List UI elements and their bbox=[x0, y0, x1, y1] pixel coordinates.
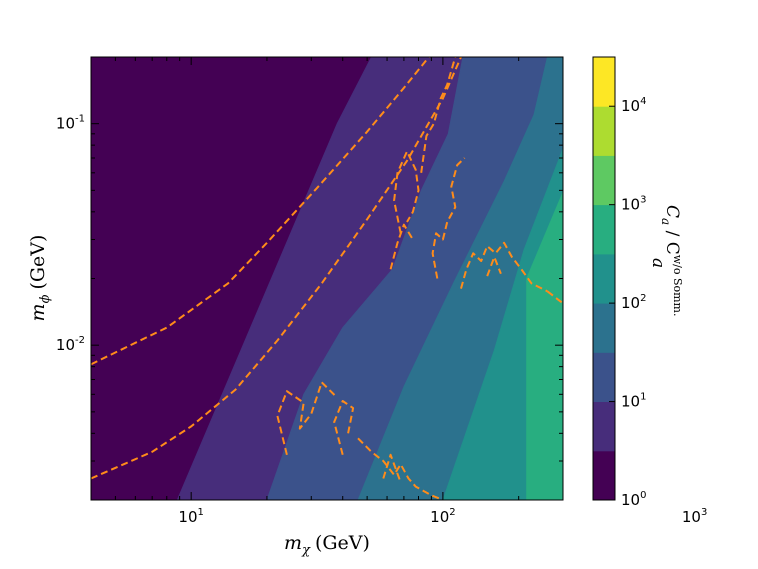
heatmap-region-7 bbox=[710, 57, 758, 500]
dashed-contour-7 bbox=[389, 223, 414, 270]
colorbar-band-8 bbox=[593, 57, 615, 107]
x-axis-label: mχ (GeV) bbox=[284, 532, 370, 558]
dashed-contour-6 bbox=[393, 150, 420, 234]
dashed-contour-10 bbox=[460, 241, 548, 293]
colorbar-band-1 bbox=[593, 401, 615, 452]
dashed-contours bbox=[91, 57, 563, 500]
colorbar-band-7 bbox=[593, 106, 615, 156]
heatmap-regions bbox=[91, 57, 758, 500]
plot-area bbox=[91, 57, 758, 500]
colorbar-ticks: 100 101 102 103 104 bbox=[609, 96, 646, 509]
colorbar-bands bbox=[593, 57, 615, 501]
colorbar-tick-label: 102 bbox=[621, 293, 646, 312]
colorbar-tick-label: 101 bbox=[621, 392, 646, 411]
colorbar-tick-label: 104 bbox=[621, 96, 646, 115]
dashed-contour-8 bbox=[431, 157, 466, 279]
y-axis-label: mϕ(GeV) bbox=[27, 235, 53, 322]
y-tick-label: 10-2 bbox=[56, 335, 85, 354]
dashed-contour-3 bbox=[333, 400, 355, 456]
dashed-contour-0 bbox=[91, 57, 430, 366]
dashed-contour-5 bbox=[382, 453, 402, 483]
colorbar-band-5 bbox=[593, 204, 615, 255]
dashed-contour-2 bbox=[276, 381, 338, 456]
x-tick-label: 103 bbox=[682, 507, 707, 526]
colorbar-label: Ca / Cw/o Somm. bbox=[659, 205, 684, 316]
colorbar-band-3 bbox=[593, 303, 615, 353]
x-tick-label: 101 bbox=[178, 507, 203, 526]
colorbar: 100 101 102 103 104 bbox=[592, 56, 646, 509]
colorbar-band-6 bbox=[593, 155, 615, 206]
x-axis-ticks: 101 102 103 bbox=[90, 57, 707, 526]
colorbar-tick-label: 100 bbox=[621, 490, 646, 509]
y-tick-label: 10-1 bbox=[56, 114, 85, 133]
x-tick-label: 102 bbox=[430, 507, 455, 526]
colorbar-label-sub: a bbox=[648, 258, 668, 268]
colorbar-band-4 bbox=[593, 253, 615, 304]
y-axis-ticks: 10-2 10-1 bbox=[56, 56, 563, 501]
heatmap-region-5 bbox=[526, 190, 563, 500]
dashed-contour-12 bbox=[546, 290, 563, 305]
dashed-contour-1 bbox=[91, 57, 462, 480]
colorbar-band-2 bbox=[593, 352, 615, 402]
colorbar-band-0 bbox=[593, 450, 615, 501]
dashed-contour-4 bbox=[357, 437, 444, 500]
dashed-contour-11 bbox=[486, 256, 502, 277]
colorbar-tick-label: 103 bbox=[621, 195, 646, 214]
heatmap-region-6 bbox=[614, 57, 727, 500]
colorbar-frame bbox=[592, 56, 616, 501]
